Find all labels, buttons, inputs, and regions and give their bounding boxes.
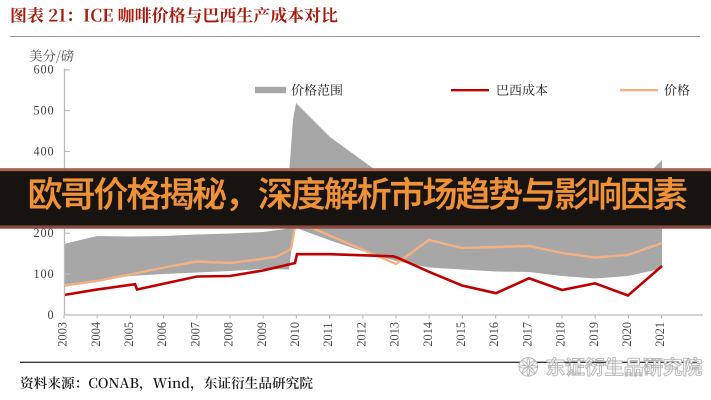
- svg-text:2014: 2014: [421, 322, 435, 347]
- svg-text:2010: 2010: [288, 322, 302, 347]
- svg-text:2003: 2003: [56, 322, 70, 347]
- svg-text:2007: 2007: [188, 322, 202, 347]
- svg-text:2004: 2004: [89, 322, 103, 347]
- svg-text:2013: 2013: [388, 322, 402, 347]
- svg-text:2011: 2011: [321, 322, 335, 346]
- svg-text:500: 500: [34, 103, 55, 117]
- svg-text:2012: 2012: [354, 322, 368, 347]
- svg-text:2017: 2017: [520, 322, 534, 347]
- svg-text:0: 0: [48, 308, 55, 322]
- svg-text:2021: 2021: [653, 322, 667, 347]
- svg-text:2005: 2005: [122, 322, 136, 347]
- svg-text:2008: 2008: [222, 322, 236, 347]
- svg-text:2020: 2020: [620, 322, 634, 347]
- svg-text:2006: 2006: [155, 322, 169, 347]
- svg-text:2018: 2018: [554, 322, 568, 347]
- svg-text:400: 400: [34, 144, 55, 158]
- svg-text:2016: 2016: [487, 322, 501, 347]
- svg-text:200: 200: [34, 226, 55, 240]
- svg-text:100: 100: [34, 267, 55, 281]
- svg-text:600: 600: [34, 63, 55, 77]
- svg-text:2019: 2019: [587, 322, 601, 347]
- svg-text:2015: 2015: [454, 322, 468, 347]
- svg-text:2009: 2009: [255, 322, 269, 347]
